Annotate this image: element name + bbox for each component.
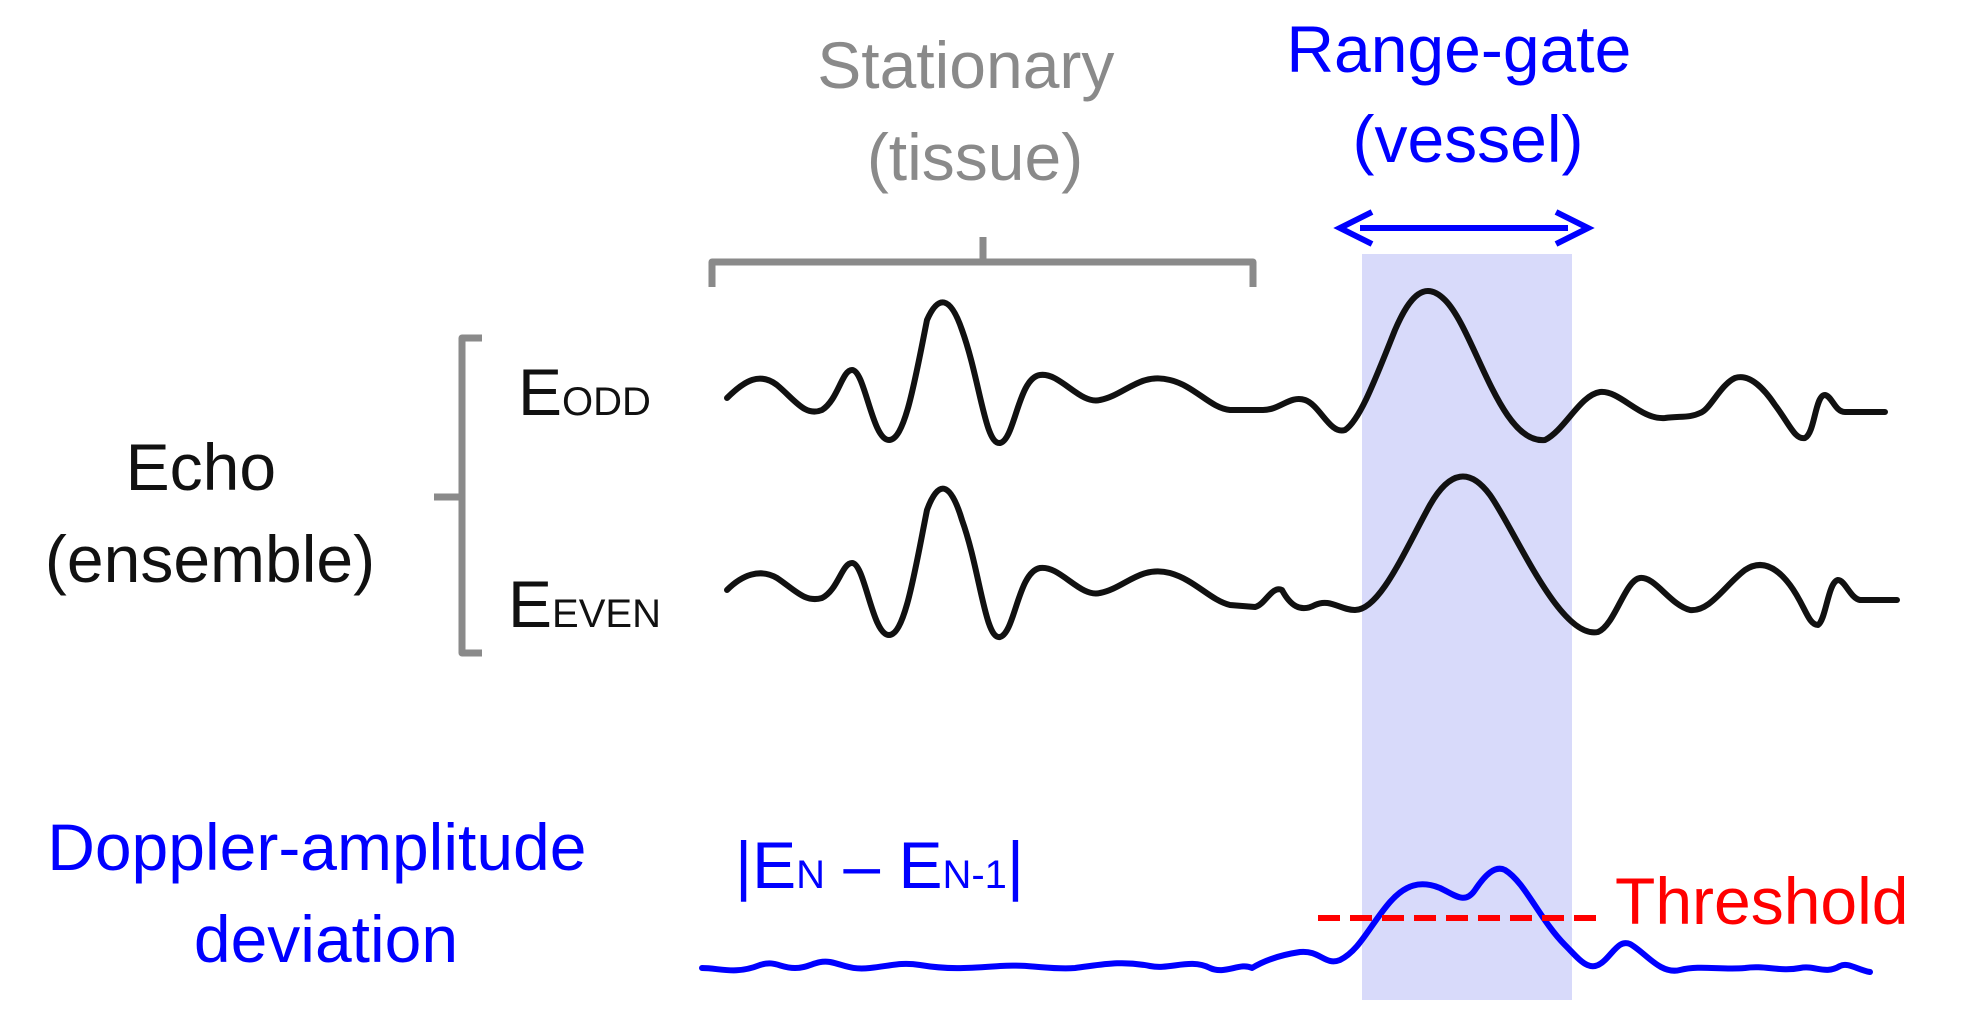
formula-mid: – E: [825, 828, 942, 902]
range-gate-label-line2: (vessel): [1352, 102, 1583, 176]
e-odd-waveform: [724, 288, 1888, 446]
formula-sub-n-1: N-1: [942, 853, 1006, 897]
stationary-bracket: [708, 237, 1257, 287]
doppler-formula: |EN – EN-1|: [735, 828, 1024, 902]
echo-bracket: [434, 334, 482, 657]
e-even-letter: E: [508, 567, 552, 641]
e-odd-label: EODD: [518, 355, 651, 429]
range-gate-label-line1: Range-gate: [1286, 12, 1631, 86]
stationary-label: Stationary (tissue): [817, 28, 1133, 194]
doppler-label-line1: Doppler-amplitude: [47, 810, 586, 884]
formula-sub-n: N: [796, 853, 825, 897]
e-even-waveform: [724, 473, 1900, 640]
echo-label-line2: (ensemble): [45, 522, 375, 596]
e-odd-letter: E: [518, 355, 562, 429]
range-gate-arrow: [1333, 209, 1595, 247]
formula-close: |: [1007, 828, 1024, 902]
doppler-waveform: [699, 865, 1873, 975]
range-gate-label: Range-gate (vessel): [1286, 12, 1649, 176]
stationary-label-line2: (tissue): [867, 120, 1083, 194]
e-even-subscript: EVEN: [552, 592, 661, 636]
formula-open: |E: [735, 828, 796, 902]
e-odd-subscript: ODD: [562, 380, 651, 424]
threshold-label: Threshold: [1615, 864, 1909, 938]
doppler-label-line2: deviation: [194, 902, 458, 976]
stationary-label-line1: Stationary: [817, 28, 1114, 102]
echo-label-line1: Echo: [126, 430, 276, 504]
doppler-label: Doppler-amplitude deviation: [47, 810, 605, 976]
echo-label: Echo (ensemble): [45, 430, 375, 596]
range-gate-band: [1362, 254, 1572, 1000]
e-even-label: EEVEN: [508, 567, 661, 641]
